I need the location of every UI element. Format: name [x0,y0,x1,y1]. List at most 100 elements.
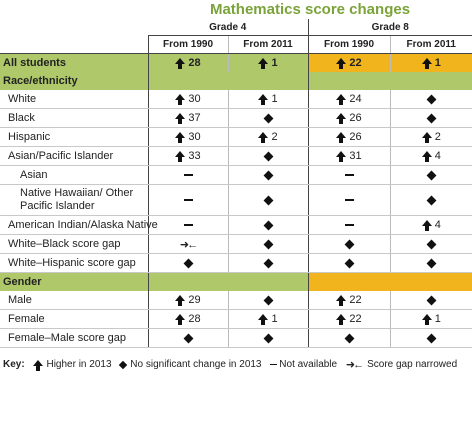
key-not-available: Not available [270,359,337,370]
up-arrow-icon [175,113,186,125]
cell [389,328,472,348]
change-value: 1 [434,313,441,326]
score-changes-table: Grade 4 Grade 8 From 1990 From 2011 From… [0,19,472,348]
cell: 22 [307,309,390,329]
grade4-header: Grade 4 [148,19,308,36]
change-value: 26 [349,131,362,144]
legend-key: Key: Higher in 2013 No significant chang… [3,358,463,371]
key-no-change-text: No significant change in 2013 [130,359,262,371]
row-label: Asian/Pacific Islander [0,146,148,166]
diamond-icon [426,258,437,269]
change-value: 28 [188,313,201,326]
cell [307,215,390,235]
key-no-change: No significant change in 2013 [119,359,262,371]
col-g8-1990: From 1990 [307,35,390,54]
cell: 28 [147,309,228,329]
up-arrow-icon [336,314,347,326]
cell [389,90,472,109]
cell: 29 [147,291,228,310]
up-arrow-icon [258,58,269,70]
section-fill [147,272,228,291]
cell: 1 [227,90,308,109]
cell [227,215,308,235]
table-body: All students 28 1 22 1 Race/ethnicity Wh… [0,53,472,348]
cell [307,253,390,273]
change-value: 30 [188,93,201,106]
table-row: Native Hawaiian/ Other Pacific Islander [0,184,472,216]
up-arrow-icon [175,94,186,106]
up-arrow-icon [421,58,432,70]
cell [389,165,472,185]
change-value: 22 [349,294,362,307]
diamond-icon [183,258,193,269]
row-label: Black [0,108,148,128]
table-row: Hispanic 30 2 26 2 [0,127,472,147]
change-value: 28 [188,57,201,70]
section-label: Race/ethnicity [0,72,148,90]
cell: 22 [307,53,390,72]
cell [147,253,228,273]
up-arrow-icon [336,94,347,106]
cell: 1 [389,309,472,329]
change-value: 4 [434,150,441,163]
diamond-icon [263,333,273,344]
up-arrow-icon [336,113,347,125]
diamond-icon [344,333,354,344]
cell [147,184,228,216]
cell [227,234,308,254]
cell: 2 [227,127,308,147]
up-arrow-icon [258,314,269,326]
row-label: Hispanic [0,127,148,147]
cell [227,291,308,310]
row-label: American Indian/Alaska Native [0,215,158,235]
row-label: White–Hispanic score gap [0,253,148,273]
diamond-icon [426,239,437,250]
diamond-icon [263,220,273,231]
dash-icon [344,224,354,226]
up-arrow-icon [421,314,432,326]
section-fill [390,272,472,291]
cell: ➜← [147,234,228,254]
all-students-row: All students 28 1 22 1 [0,53,472,72]
change-value: 1 [271,313,278,326]
section-fill [228,72,308,90]
up-arrow-icon [336,295,347,307]
cell [147,165,228,185]
up-arrow-icon [336,151,347,163]
change-value: 33 [188,150,201,163]
change-value: 30 [188,131,201,144]
change-value: 1 [271,57,278,70]
diamond-icon [344,239,354,250]
cell [227,328,308,348]
row-label: White–Black score gap [0,234,148,254]
table-row: American Indian/Alaska Native 4 [0,215,472,235]
diamond-icon [119,360,128,369]
diamond-icon [183,333,193,344]
cell: 4 [389,146,472,166]
key-not-available-text: Not available [279,359,338,371]
up-arrow-icon [175,151,186,163]
diamond-icon [263,239,273,250]
row-label: All students [0,53,148,72]
section-fill [307,272,390,291]
cell: 4 [389,215,472,235]
up-arrow-icon [175,314,186,326]
cell: 30 [147,127,228,147]
corner-blank [0,19,148,36]
diamond-icon [263,113,273,124]
dash-icon [183,174,193,176]
row-label: Male [0,291,148,310]
up-arrow-icon [421,220,432,232]
section-fill [228,272,308,291]
col-g8-2011: From 2011 [389,35,472,54]
cell: 33 [147,146,228,166]
up-arrow-icon [175,58,186,70]
dash-icon [183,199,193,201]
key-gap-narrowed-text: Score gap narrowed [367,359,458,371]
table-row: Female–Male score gap [0,328,472,348]
cell [227,184,308,216]
section-label: Gender [0,272,148,291]
table-row: Black 37 26 [0,108,472,128]
change-value: 1 [434,57,441,70]
diamond-icon [263,295,273,306]
